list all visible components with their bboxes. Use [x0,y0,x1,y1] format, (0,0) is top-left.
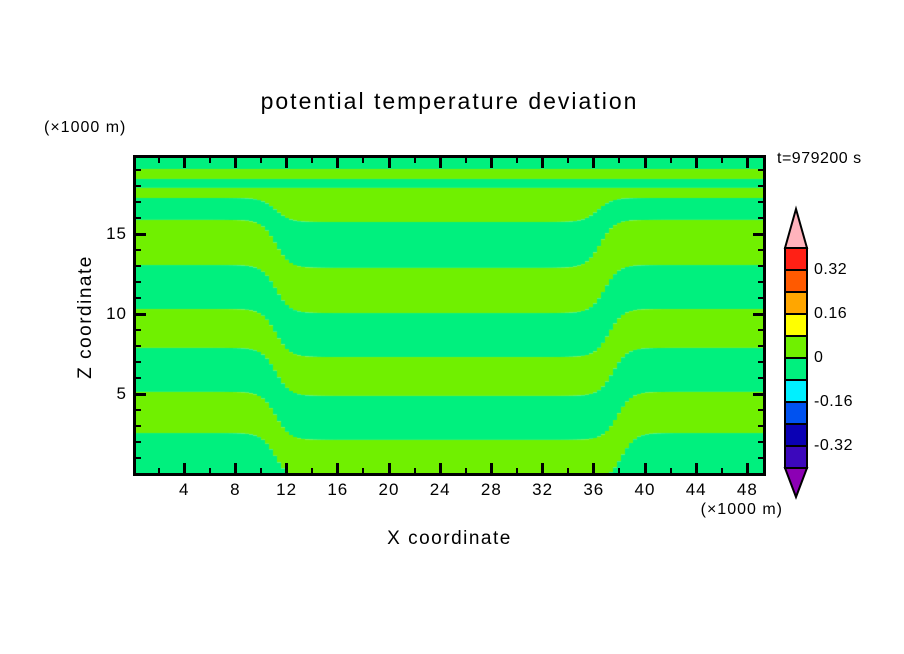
colorbar-arrow-top [783,205,809,249]
x-tick-label: 8 [230,480,241,499]
colorbar-segment [784,247,808,271]
chart-title: potential temperature deviation [260,88,639,114]
x-tick-label: 48 [736,480,758,499]
x-tick-label: 32 [532,480,554,499]
x-tick-label: 20 [378,480,400,499]
x-tick-label: 36 [583,480,605,499]
colorbar-tick-label: -0.32 [814,437,853,454]
contour-plot [133,155,766,476]
x-tick-label: 16 [327,480,349,499]
timestamp-label: t=979200 s [777,150,862,167]
colorbar-segment [784,269,808,293]
colorbar-segment [784,379,808,403]
colorbar-tick-label: 0 [814,349,824,366]
colorbar-segment [784,357,808,381]
colorbar-arrow-bottom [783,467,809,500]
colorbar [783,205,809,500]
x-tick-label: 4 [178,480,190,499]
colorbar-segment [784,313,808,337]
colorbar-segment [784,291,808,315]
y-tick-label: 15 [106,224,127,243]
x-tick-label: 40 [634,480,656,499]
y-tick-label: 5 [116,384,127,403]
colorbar-segment [784,423,808,447]
x-tick-label: 12 [276,480,298,499]
colorbar-tick-label: 0.32 [814,261,848,278]
x-axis-title: X coordinate [387,528,512,549]
x-axis-unit-label: (×1000 m) [700,501,783,518]
x-tick-label: 24 [429,480,451,499]
colorbar-segment [784,335,808,359]
colorbar-tick-label: 0.16 [814,305,848,322]
colorbar-tick-label: -0.16 [814,393,853,410]
x-tick-label: 44 [685,480,707,499]
y-tick-label: 10 [106,304,127,323]
colorbar-segment [784,445,808,469]
y-axis-unit-label: (×1000 m) [44,119,127,136]
colorbar-segment [784,401,808,425]
x-tick-label: 28 [480,480,502,499]
